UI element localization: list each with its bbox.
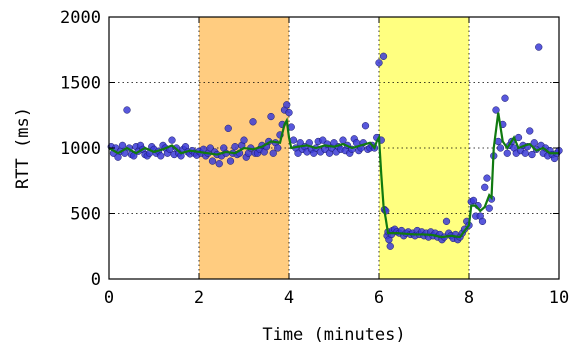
- scatter-point: [521, 149, 529, 157]
- scatter-point: [386, 242, 394, 250]
- scatter-point: [240, 136, 248, 144]
- scatter-point: [224, 124, 232, 133]
- scatter-point: [274, 144, 282, 152]
- scatter-point: [526, 127, 534, 135]
- x-tick-label: 10: [549, 288, 569, 308]
- scatter-point: [361, 122, 370, 130]
- scatter-point: [503, 149, 511, 157]
- scatter-point: [249, 118, 257, 126]
- x-axis-label: Time (minutes): [262, 325, 405, 345]
- scatter-point: [267, 112, 275, 121]
- scatter-point: [157, 152, 165, 160]
- scatter-point: [469, 196, 478, 205]
- scatter-point: [208, 157, 217, 165]
- y-tick-label: 2000: [60, 8, 101, 28]
- scatter-point: [123, 106, 131, 114]
- scatter-point: [269, 149, 277, 157]
- scatter-point: [481, 183, 489, 191]
- x-tick-label: 6: [374, 288, 384, 308]
- scatter-point: [483, 174, 491, 182]
- scatter-point: [496, 144, 505, 152]
- scatter-point: [501, 94, 509, 102]
- scatter-point: [379, 52, 388, 60]
- scatter-point: [375, 59, 383, 67]
- scatter-point: [478, 217, 487, 226]
- scatter-point: [442, 217, 451, 226]
- y-axis-label: RTT (ms): [13, 107, 33, 189]
- x-tick-label: 2: [194, 288, 204, 308]
- x-tick-label: 8: [464, 288, 474, 308]
- trend-line: [108, 112, 559, 239]
- scatter-point: [231, 143, 239, 151]
- scatter-point: [226, 157, 235, 165]
- scatter-point: [168, 136, 176, 144]
- scatter-point: [485, 204, 493, 212]
- scatter-point: [492, 106, 500, 114]
- x-tick-label: 4: [284, 288, 294, 308]
- scatter-point: [535, 43, 543, 51]
- axis-ticks: 0 2 4 6 8 10 0 500 1000 1500 2000: [60, 8, 569, 308]
- scatter-point: [528, 150, 536, 159]
- y-tick-label: 1000: [60, 139, 101, 159]
- y-tick-label: 1500: [60, 74, 101, 94]
- y-tick-label: 500: [70, 205, 101, 225]
- x-tick-label: 0: [104, 288, 114, 308]
- scatter-point: [118, 141, 127, 150]
- scatter-point: [530, 139, 538, 147]
- scatter-point: [215, 160, 223, 168]
- scatter-point: [285, 108, 293, 117]
- scatter-point: [283, 101, 291, 109]
- y-tick-label: 0: [91, 270, 101, 290]
